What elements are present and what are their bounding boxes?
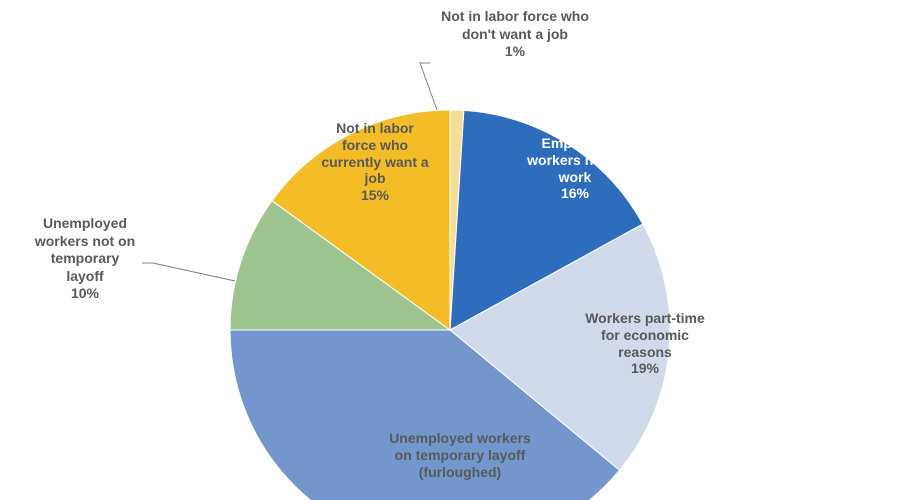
- leader-line: [420, 63, 437, 110]
- pie-chart-container: Employedworkers not atwork16%Workers par…: [0, 0, 900, 500]
- pie-chart-svg: [0, 0, 900, 500]
- leader-line: [142, 263, 235, 281]
